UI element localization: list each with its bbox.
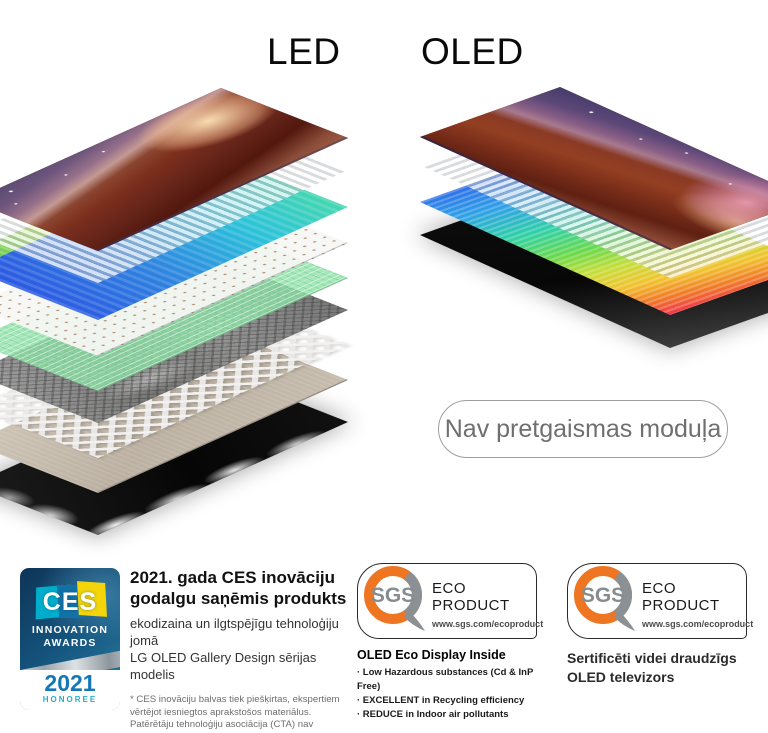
sgs-mark: SGS ECO PRODUCT www.sgs.com/ecoproduct	[567, 563, 753, 639]
ces-honoree-label: HONOREE	[42, 695, 98, 704]
sgs-bullet-1: · Low Hazardous substances (Cd & InP Fre…	[357, 667, 534, 692]
award-disclaimer: * CES inovāciju balvas tiek piešķirtas, …	[130, 694, 340, 733]
sgs-eco-product-label: ECO PRODUCT	[642, 580, 720, 614]
ces-badge-footer: 2021 HONOREE	[20, 670, 120, 710]
sgs-url: www.sgs.com/ecoproduct	[642, 619, 754, 629]
sgs-logo-text: SGS	[581, 584, 625, 607]
ces-innovation-label: INNOVATION	[31, 624, 109, 636]
led-title: LED	[267, 31, 341, 72]
sgs-bullet-2: · EXCELLENT in Recycling efficiency	[357, 695, 525, 706]
sgs-eco-badge-right: SGS ECO PRODUCT www.sgs.com/ecoproduct S…	[567, 563, 763, 687]
sgs-url: www.sgs.com/ecoproduct	[432, 619, 544, 629]
award-subtext-line1: ekodizaina un ilgtspējīgu tehnoloģiju jo…	[130, 616, 339, 648]
award-subtext-line2: LG OLED Gallery Design sērijas modelis	[130, 650, 317, 682]
award-text-block: 2021. gada CES inovāciju godalgu saņēmis…	[130, 567, 351, 733]
sgs-eco-badge-left: SGS ECO PRODUCT www.sgs.com/ecoproduct O…	[357, 563, 553, 722]
ces-year: 2021	[44, 670, 96, 696]
sgs-left-caption-title: OLED Eco Display Inside	[357, 648, 506, 662]
sgs-logo-text: SGS	[371, 584, 415, 607]
ces-logo: CES	[34, 581, 107, 620]
sgs-q-logo-icon: SGS	[574, 566, 635, 631]
award-heading-line2: godalgu saņēmis produkts	[130, 589, 347, 608]
sgs-right-caption-line2: OLED televizors	[567, 669, 675, 685]
oled-title: OLED	[421, 31, 524, 72]
ces-logo-text: CES	[42, 588, 98, 616]
award-heading-line1: 2021. gada CES inovāciju	[130, 568, 336, 587]
sgs-bullet-3: · REDUCE in Indoor air pollutants	[357, 709, 509, 720]
sgs-right-caption-line1: Sertificēti videi draudzīgs	[567, 650, 737, 666]
no-backlight-callout: Nav pretgaismas moduļa	[438, 400, 728, 458]
sgs-mark: SGS ECO PRODUCT www.sgs.com/ecoproduct	[357, 563, 543, 639]
sgs-eco-product-label: ECO PRODUCT	[432, 580, 510, 614]
ces-awards-label: AWARDS	[43, 637, 97, 649]
ces-award-badge: CES INNOVATION AWARDS 2021 HONOREE	[20, 568, 120, 710]
sgs-q-logo-icon: SGS	[364, 566, 425, 631]
